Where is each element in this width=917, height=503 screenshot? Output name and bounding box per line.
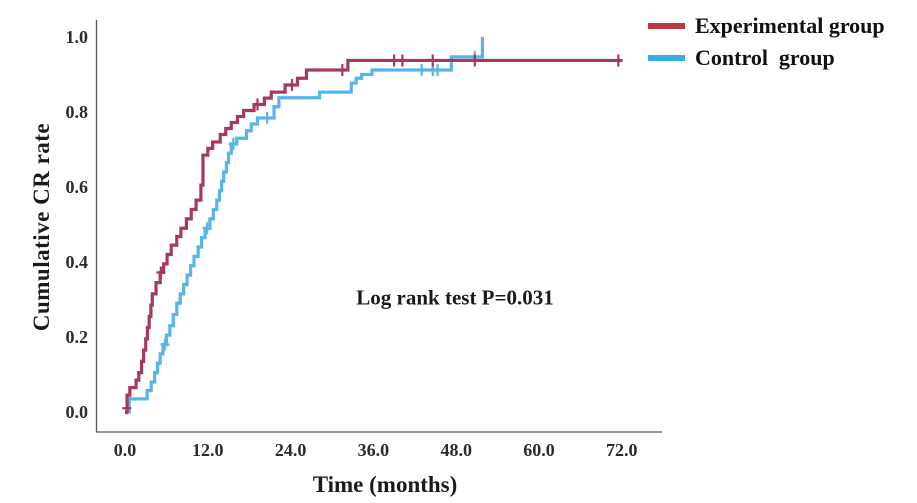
legend-item-control: Control group xyxy=(648,42,885,74)
censor-mark xyxy=(156,266,166,279)
x-tick-label: 60.0 xyxy=(523,440,555,460)
log-rank-annotation: Log rank test P=0.031 xyxy=(356,285,554,310)
y-tick-label: 0.4 xyxy=(66,252,89,272)
legend: Experimental group Control group xyxy=(648,10,885,74)
censor-mark xyxy=(397,54,407,67)
censor-mark xyxy=(262,112,272,124)
y-tick-label: 0.2 xyxy=(66,327,89,347)
y-tick-label: 0.8 xyxy=(66,102,89,122)
legend-item-experimental: Experimental group xyxy=(648,10,885,42)
y-axis-title: Cumulative CR rate xyxy=(29,122,54,332)
y-tick-label: 0.6 xyxy=(66,177,89,197)
x-tick-label: 48.0 xyxy=(440,440,472,460)
censor-mark xyxy=(337,64,347,76)
x-tick-label: 72.0 xyxy=(606,440,638,460)
censor-mark xyxy=(389,54,399,67)
censor-mark xyxy=(228,137,238,150)
censor-mark xyxy=(252,98,262,111)
censor-mark xyxy=(428,54,438,67)
survival-curve-control-group xyxy=(127,37,485,414)
legend-label-experimental: Experimental group xyxy=(695,13,885,38)
censor-mark xyxy=(202,222,212,235)
censor-mark xyxy=(417,64,427,76)
censor-mark xyxy=(470,54,480,67)
legend-label-control: Control group xyxy=(695,45,835,70)
axis-lines xyxy=(95,20,662,433)
x-axis-title: Time (months) xyxy=(312,472,458,497)
y-tick-label: 0.0 xyxy=(66,402,89,422)
survival-curve-experimental-group xyxy=(125,58,622,414)
x-tick-label: 24.0 xyxy=(275,440,307,460)
censor-mark xyxy=(287,79,297,91)
censor-mark xyxy=(433,64,443,76)
experimental-line-swatch xyxy=(648,23,685,29)
censor-mark xyxy=(122,402,132,415)
y-tick-label: 1.0 xyxy=(66,27,89,47)
censor-mark xyxy=(160,338,170,351)
censor-mark xyxy=(613,54,623,67)
x-tick-label: 36.0 xyxy=(358,440,390,460)
control-line-swatch xyxy=(648,55,685,61)
x-tick-label: 12.0 xyxy=(192,440,224,460)
x-tick-label: 0.0 xyxy=(114,440,137,460)
